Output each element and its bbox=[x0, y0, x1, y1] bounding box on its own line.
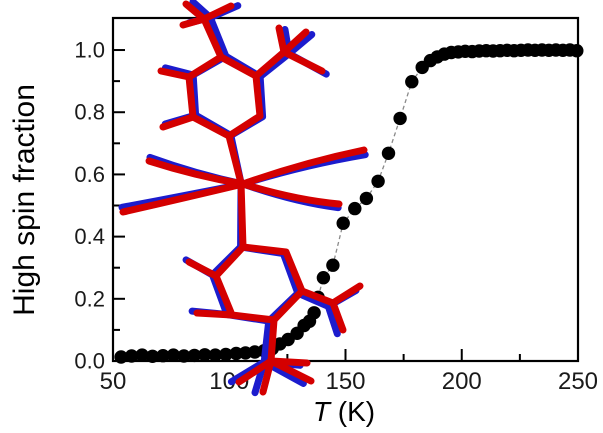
y-tick-label: 0.8 bbox=[74, 100, 105, 125]
data-point bbox=[381, 146, 396, 160]
x-axis-title-symbol: T bbox=[313, 396, 332, 427]
data-point bbox=[156, 349, 170, 363]
y-tick-label: 1.0 bbox=[74, 38, 105, 63]
molecule-bond-red bbox=[200, 15, 225, 61]
molecule-bond-red bbox=[235, 357, 275, 386]
molecule-structure-red bbox=[119, 0, 368, 396]
molecule-bond-blue bbox=[206, 14, 230, 60]
data-point bbox=[570, 44, 584, 58]
data-point bbox=[198, 348, 212, 362]
molecule-bond-red bbox=[239, 146, 368, 188]
molecule-bond-red bbox=[119, 180, 247, 216]
molecule-bond-red bbox=[200, 2, 235, 23]
data-point bbox=[348, 201, 362, 216]
molecule-bond-red bbox=[159, 113, 197, 131]
molecule-bond-red bbox=[329, 299, 347, 334]
data-point bbox=[393, 111, 407, 126]
data-point bbox=[177, 349, 191, 363]
data-point bbox=[219, 347, 233, 362]
x-tick-label: 150 bbox=[325, 368, 365, 395]
molecule-bond-red bbox=[179, 15, 208, 29]
data-point bbox=[326, 258, 340, 272]
molecule-bond-red bbox=[275, 24, 288, 56]
molecule-bond-red bbox=[329, 282, 364, 307]
molecule-bond-red bbox=[239, 180, 343, 208]
data-point bbox=[405, 75, 419, 89]
molecule-bond-red bbox=[237, 179, 247, 251]
x-axis-title-unit: (K) bbox=[330, 396, 375, 427]
y-tick-label: 0.2 bbox=[74, 286, 105, 311]
data-point bbox=[135, 348, 149, 362]
y-tick-label: 0.0 bbox=[74, 349, 105, 374]
y-tick-label: 0.6 bbox=[74, 162, 105, 187]
data-point bbox=[371, 174, 385, 188]
molecule-bond-red bbox=[267, 357, 315, 385]
data-point bbox=[208, 348, 222, 362]
x-tick-label: 200 bbox=[442, 368, 482, 395]
molecule-bond-red bbox=[298, 287, 337, 307]
data-series-layer bbox=[114, 43, 584, 364]
molecule-bond-red bbox=[212, 243, 306, 324]
data-point bbox=[114, 350, 128, 364]
molecule-bond-blue bbox=[324, 302, 341, 338]
data-point bbox=[359, 191, 374, 206]
data-point bbox=[145, 349, 160, 363]
molecule-bond-blue bbox=[260, 317, 273, 366]
molecule-bond-red bbox=[225, 132, 245, 187]
molecule-bond-blue bbox=[285, 31, 316, 58]
molecule-bond-red bbox=[280, 48, 326, 75]
molecule-bond-red bbox=[185, 53, 264, 140]
molecule-bond-blue bbox=[294, 289, 332, 310]
molecule-bond-red bbox=[193, 309, 236, 319]
molecule-bond-red bbox=[252, 48, 288, 80]
data-point bbox=[336, 216, 350, 230]
x-axis-title: T (K) bbox=[313, 396, 375, 427]
data-point bbox=[124, 349, 139, 363]
y-tick-label: 0.4 bbox=[74, 224, 105, 249]
data-point bbox=[166, 348, 181, 362]
molecule-bond-red bbox=[259, 357, 275, 396]
molecule-bond-red bbox=[267, 316, 278, 365]
molecule-bond-red bbox=[280, 28, 310, 56]
plot-frame bbox=[111, 16, 580, 363]
x-tick-label: 50 bbox=[100, 368, 127, 395]
molecule-bond-red bbox=[145, 157, 247, 188]
molecule-bond-red bbox=[185, 258, 220, 280]
data-point bbox=[316, 271, 331, 285]
molecule-bond-red bbox=[157, 67, 193, 81]
molecule-overlay-layer bbox=[118, 0, 369, 397]
x-tick-label: 250 bbox=[558, 368, 598, 395]
data-point bbox=[187, 348, 202, 363]
data-point bbox=[307, 306, 321, 320]
y-axis-title: High spin fraction bbox=[8, 84, 41, 316]
